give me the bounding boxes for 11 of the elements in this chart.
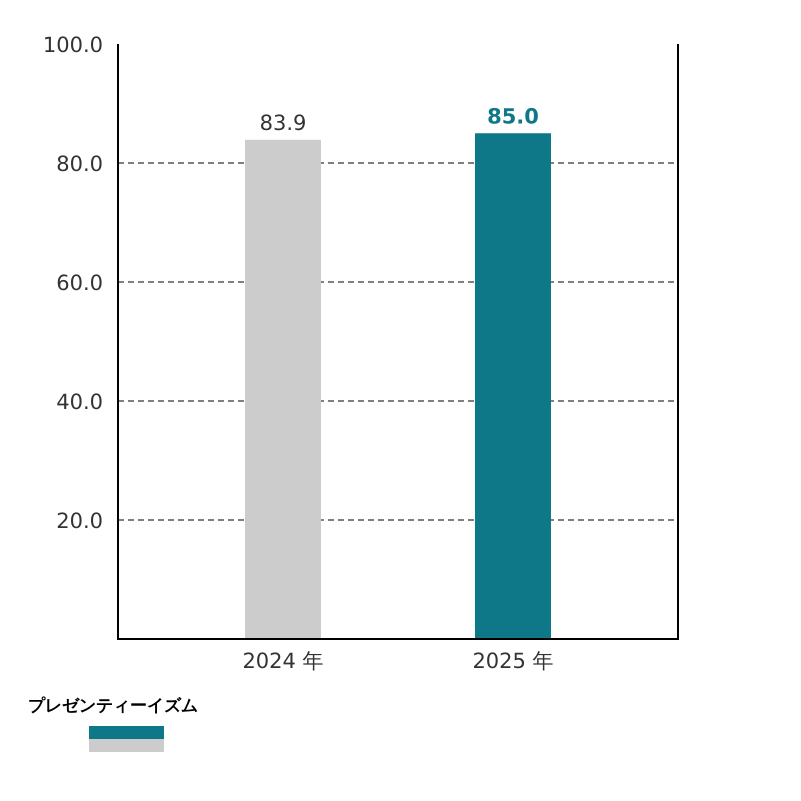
x-tick-label: 2024 年 xyxy=(242,649,324,673)
y-tick-label: 80.0 xyxy=(56,152,103,176)
y-tick-label: 20.0 xyxy=(56,509,103,533)
data-label: 83.9 xyxy=(260,110,306,135)
legend: プレゼンティーイズム xyxy=(28,696,198,752)
legend-title: プレゼンティーイズム xyxy=(28,696,198,716)
y-tick-label: 40.0 xyxy=(56,390,103,414)
data-label: 85.0 xyxy=(487,104,539,128)
y-tick-label: 100.0 xyxy=(42,33,103,57)
x-tick-label: 2025 年 xyxy=(472,649,554,673)
y-tick-label: 60.0 xyxy=(56,271,103,295)
